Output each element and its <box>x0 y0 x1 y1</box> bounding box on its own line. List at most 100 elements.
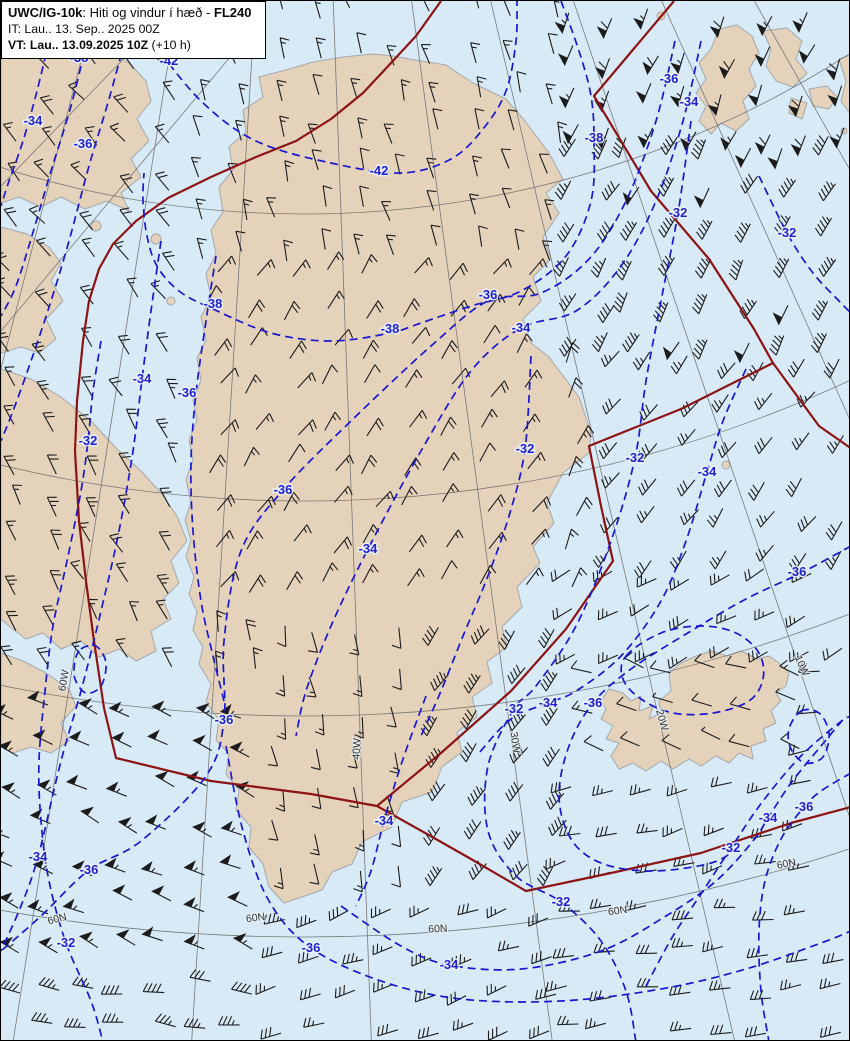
wind-barb <box>601 472 620 489</box>
wind-barb <box>26 690 49 706</box>
wind-barb <box>463 819 482 840</box>
wind-barb <box>36 379 50 400</box>
fir-boundary <box>73 1 849 893</box>
wind-barb <box>263 912 285 925</box>
graticule-label: 40W <box>351 738 364 760</box>
wind-barb <box>463 673 481 694</box>
wind-barb <box>679 401 699 418</box>
wind-barb <box>430 671 449 692</box>
wind-barb <box>540 671 558 692</box>
wind-barb <box>471 155 482 177</box>
wind-barb <box>303 1017 325 1028</box>
wind-barb <box>562 124 579 145</box>
wind-barb <box>389 752 400 774</box>
wind-barb <box>166 378 179 399</box>
wind-barb <box>144 814 166 830</box>
wind-barb <box>1 645 13 666</box>
wind-barb <box>446 529 464 548</box>
wind-barb <box>190 156 201 178</box>
wind-barb <box>417 1026 439 1040</box>
wind-barb <box>1 332 9 352</box>
wind-barb <box>747 481 765 501</box>
wind-barb <box>556 1015 579 1026</box>
wind-barb <box>558 87 575 109</box>
wind-barb <box>708 980 731 991</box>
isotherm-label: -34 <box>375 813 395 828</box>
wind-barb <box>385 234 396 255</box>
wind-barb <box>669 578 690 591</box>
wind-barb <box>220 419 240 436</box>
wind-barb <box>296 914 317 929</box>
product-desc: : Hiti og vindur í hæð - <box>82 5 214 20</box>
wind-barb <box>507 711 526 732</box>
isotherm-label: -32 <box>626 450 645 465</box>
wind-barb <box>451 954 472 968</box>
wind-barb <box>668 616 689 631</box>
parallel-line <box>1 53 849 215</box>
wind-barb <box>231 981 253 995</box>
wind-barb <box>118 452 131 472</box>
wind-barb <box>327 290 345 309</box>
wind-barb <box>734 147 752 168</box>
fir-boundary-line <box>592 1 849 449</box>
wind-barb <box>493 258 512 275</box>
graticule-label: 60N <box>245 911 266 926</box>
wind-barb <box>80 806 100 824</box>
wind-barb <box>192 821 212 838</box>
wind-barb <box>594 58 611 80</box>
wind-barb <box>189 969 211 982</box>
wind-barb <box>334 985 356 999</box>
wind-barb <box>411 953 432 967</box>
fir-boundary-line <box>376 362 774 807</box>
wind-barb <box>1 892 19 909</box>
wind-barb <box>422 625 439 646</box>
wind-barb <box>528 913 549 927</box>
wind-barb <box>286 571 304 590</box>
wind-barb <box>78 414 91 434</box>
wind-barb <box>392 668 402 691</box>
wind-barb <box>279 37 290 59</box>
wind-barb <box>428 81 439 103</box>
wind-barb <box>162 251 175 271</box>
wind-barb <box>749 989 772 1001</box>
wind-barb <box>825 59 841 81</box>
isotherm-label: -34 <box>440 957 460 972</box>
isotherm-line <box>1 40 676 952</box>
wind-barb <box>86 455 99 476</box>
wind-barb <box>353 233 364 255</box>
wind-barb <box>38 977 60 991</box>
wind-barb <box>70 160 87 180</box>
wind-barb <box>158 530 171 551</box>
wind-barb <box>36 646 50 667</box>
wind-barb <box>772 257 790 278</box>
isotherm-line <box>225 745 849 1003</box>
wind-barb <box>441 340 458 360</box>
wind-barb <box>72 976 94 989</box>
wind-barb <box>151 885 172 902</box>
wind-barb <box>710 1024 732 1036</box>
parallel-line <box>1 380 849 502</box>
wind-barb <box>333 536 352 554</box>
wind-barb <box>713 898 736 909</box>
wind-barb <box>151 700 172 717</box>
wind-barb <box>195 703 216 720</box>
wind-barb <box>557 45 574 67</box>
wind-barb <box>552 947 574 959</box>
wind-barb <box>1 740 19 757</box>
wind-barb <box>420 43 431 64</box>
wind-barb <box>619 220 638 241</box>
isotherm-label: -36 <box>479 287 498 302</box>
wind-barb <box>283 300 301 321</box>
wind-barb <box>483 325 501 344</box>
wind-barb <box>119 207 134 228</box>
wind-barb <box>619 731 640 747</box>
wind-barb <box>46 496 59 517</box>
wind-barb <box>670 355 688 375</box>
wind-barb <box>661 734 682 750</box>
wind-barb <box>706 508 724 528</box>
wind-barb <box>108 376 123 397</box>
wind-barb <box>347 747 358 769</box>
wind-barb <box>78 522 91 542</box>
graticule-label: 60N <box>607 904 628 919</box>
